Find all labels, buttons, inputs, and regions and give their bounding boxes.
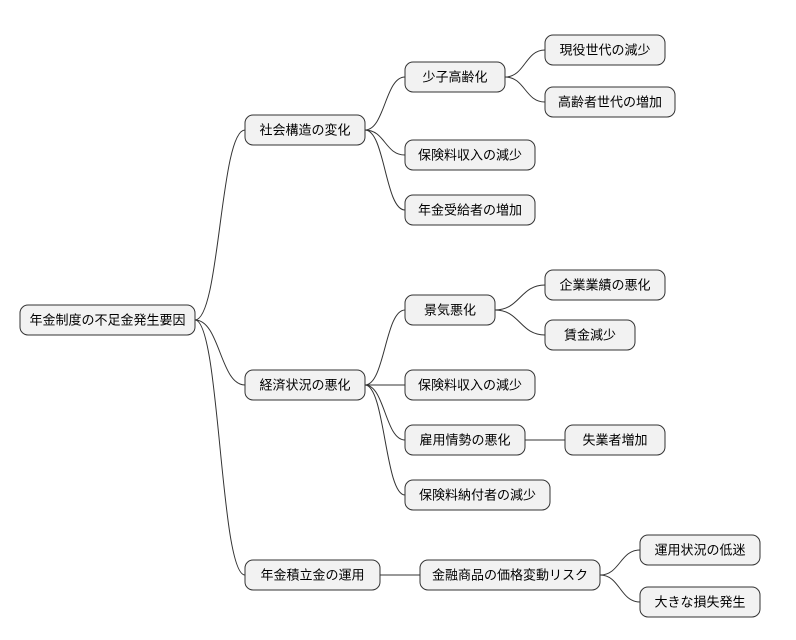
node-label-root: 年金制度の不足金発生要因 [29,312,185,327]
node-label-n2a2: 賃金減少 [564,327,616,342]
edge-n2-n2d [365,385,405,495]
node-n2: 経済状況の悪化 [245,370,365,400]
node-n1a1: 現役世代の減少 [545,35,665,65]
node-label-n1c: 年金受給者の増加 [418,202,522,217]
node-n2c1: 失業者増加 [565,425,665,455]
node-label-n1a: 少子高齢化 [422,69,487,84]
node-n1a2: 高齢者世代の増加 [545,87,675,117]
edge-n1a-n1a2 [505,77,545,102]
node-label-n1b: 保険料収入の減少 [418,147,522,162]
mindmap-diagram: 年金制度の不足金発生要因 社会構造の変化 少子高齢化 現役世代の減少高齢者世代の増加保… [0,0,796,640]
node-n1b: 保険料収入の減少 [405,140,535,170]
edge-root-n1 [195,130,245,320]
node-label-n2d: 保険料納付者の減少 [419,487,536,502]
node-label-n2c1: 失業者増加 [582,432,647,447]
node-n3a1: 運用状況の低迷 [640,535,760,565]
node-n2c: 雇用情勢の悪化 [405,425,525,455]
node-label-n3a1: 運用状況の低迷 [654,542,745,557]
node-n3a2: 大きな損失発生 [640,587,760,617]
node-n2a2: 賃金減少 [545,320,635,350]
node-label-n1a2: 高齢者世代の増加 [558,94,662,109]
nodes-layer: 年金制度の不足金発生要因 社会構造の変化 少子高齢化 現役世代の減少高齢者世代の増加保… [20,35,760,617]
node-n1c: 年金受給者の増加 [405,195,535,225]
edge-n1-n1a [365,77,405,130]
edge-root-n3 [195,320,245,575]
node-n2b: 保険料収入の減少 [405,370,535,400]
node-label-n2a: 景気悪化 [424,302,476,317]
edge-n2a-n2a2 [495,310,545,335]
node-n2a: 景気悪化 [405,295,495,325]
node-n3: 年金積立金の運用 [245,560,380,590]
node-n1a: 少子高齢化 [405,62,505,92]
node-n1: 社会構造の変化 [245,115,365,145]
edge-n2-n2a [365,310,405,385]
edge-n1a-n1a1 [505,50,545,77]
node-root: 年金制度の不足金発生要因 [20,305,195,335]
node-label-n1a1: 現役世代の減少 [559,42,650,57]
node-label-n2a1: 企業業績の悪化 [559,277,650,292]
node-label-n3a: 金融商品の価格変動リスク [432,567,588,582]
node-label-n3a2: 大きな損失発生 [654,594,745,609]
node-label-n2c: 雇用情勢の悪化 [419,432,510,447]
node-n2d: 保険料納付者の減少 [405,480,550,510]
node-n2a1: 企業業績の悪化 [545,270,665,300]
edge-n2-n2c [365,385,405,440]
node-label-n3: 年金積立金の運用 [260,567,364,582]
node-label-n1: 社会構造の変化 [259,122,350,137]
node-label-n2: 経済状況の悪化 [259,377,350,392]
node-n3a: 金融商品の価格変動リスク [420,560,600,590]
edge-n1-n1b [365,130,405,155]
edge-n3a-n3a2 [600,575,640,602]
edge-n2a-n2a1 [495,285,545,310]
node-label-n2b: 保険料収入の減少 [418,377,522,392]
edge-n3a-n3a1 [600,550,640,575]
